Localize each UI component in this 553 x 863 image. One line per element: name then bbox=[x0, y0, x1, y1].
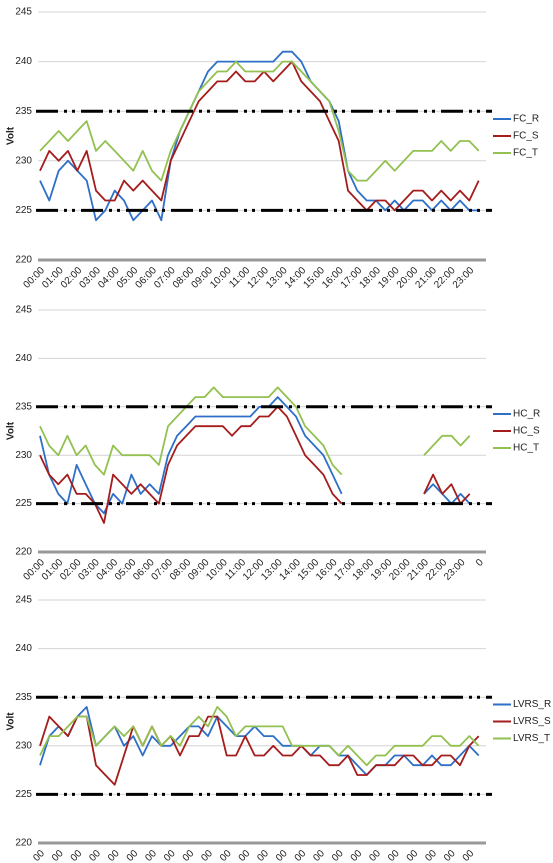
series-line bbox=[39, 50, 479, 222]
x-tick-label: 00 bbox=[69, 848, 85, 863]
legend-label: HC_R bbox=[513, 409, 540, 420]
x-tick-label: 00 bbox=[87, 848, 103, 863]
x-tick-label: 00 bbox=[237, 848, 253, 863]
x-tick-label: 23:00 bbox=[451, 265, 477, 291]
legend-label: FC_T bbox=[513, 148, 538, 159]
y-axis-title: Volt bbox=[6, 712, 17, 731]
legend-label: LVRS_T bbox=[513, 733, 550, 744]
y-tick-label: 245 bbox=[15, 595, 32, 606]
x-tick-label: 00 bbox=[31, 848, 47, 863]
y-tick-label: 230 bbox=[15, 155, 32, 166]
x-tick-label: 23:00 bbox=[442, 557, 468, 583]
y-tick-label: 220 bbox=[15, 838, 32, 849]
y-tick-label: 230 bbox=[15, 450, 32, 461]
legend-label: FC_R bbox=[513, 114, 539, 125]
y-tick-label: 235 bbox=[15, 106, 32, 117]
panel: 220225230235240245Volt00:0001:0002:0003:… bbox=[6, 305, 541, 583]
series-line bbox=[39, 60, 480, 182]
series-line bbox=[39, 706, 480, 767]
x-tick-label: 00 bbox=[461, 848, 477, 863]
y-tick-label: 245 bbox=[15, 305, 32, 316]
x-tick-label: 00 bbox=[423, 848, 439, 863]
x-tick-label: 00 bbox=[181, 848, 197, 863]
legend-label: LVRS_R bbox=[513, 699, 551, 710]
x-tick-label: 0 bbox=[474, 557, 486, 569]
legend-label: FC_S bbox=[513, 131, 539, 142]
panel: 220225230235240245Volt00:0001:0002:0003:… bbox=[6, 7, 539, 291]
x-tick-label: 00 bbox=[349, 848, 365, 863]
x-tick-label: 00 bbox=[293, 848, 309, 863]
series-line bbox=[39, 715, 480, 786]
x-tick-label: 00 bbox=[311, 848, 327, 863]
x-tick-label: 00 bbox=[330, 848, 346, 863]
y-tick-label: 245 bbox=[15, 7, 32, 18]
x-tick-label: 00 bbox=[367, 848, 383, 863]
x-tick-label: 00 bbox=[50, 848, 66, 863]
series-line bbox=[39, 386, 471, 476]
y-tick-label: 220 bbox=[15, 255, 32, 266]
x-tick-label: 00 bbox=[143, 848, 159, 863]
y-tick-label: 230 bbox=[15, 740, 32, 751]
series-line bbox=[39, 706, 480, 776]
series-line bbox=[39, 405, 471, 524]
series-line bbox=[39, 396, 471, 515]
y-tick-label: 240 bbox=[15, 643, 32, 654]
x-tick-label: 00 bbox=[442, 848, 458, 863]
series-line bbox=[39, 60, 480, 212]
y-tick-label: 225 bbox=[15, 498, 32, 509]
y-tick-label: 220 bbox=[15, 547, 32, 558]
legend-label: LVRS_S bbox=[513, 716, 551, 727]
x-tick-label: 00 bbox=[106, 848, 122, 863]
y-tick-label: 225 bbox=[15, 205, 32, 216]
legend-label: HC_T bbox=[513, 443, 539, 454]
x-tick-label: 00 bbox=[386, 848, 402, 863]
y-tick-label: 240 bbox=[15, 353, 32, 364]
x-tick-label: 00 bbox=[255, 848, 271, 863]
y-tick-label: 235 bbox=[15, 401, 32, 412]
y-axis-title: Volt bbox=[6, 421, 17, 440]
y-tick-label: 225 bbox=[15, 789, 32, 800]
x-tick-label: 00 bbox=[199, 848, 215, 863]
x-tick-label: 00 bbox=[125, 848, 141, 863]
x-tick-label: 00 bbox=[162, 848, 178, 863]
y-tick-label: 235 bbox=[15, 692, 32, 703]
x-tick-label: 00 bbox=[218, 848, 234, 863]
x-tick-label: 00 bbox=[405, 848, 421, 863]
y-axis-title: Volt bbox=[6, 126, 17, 145]
y-tick-label: 240 bbox=[15, 56, 32, 67]
x-tick-label: 10:00 bbox=[208, 265, 234, 291]
legend-label: HC_S bbox=[513, 426, 540, 437]
x-tick-label: 00 bbox=[274, 848, 290, 863]
